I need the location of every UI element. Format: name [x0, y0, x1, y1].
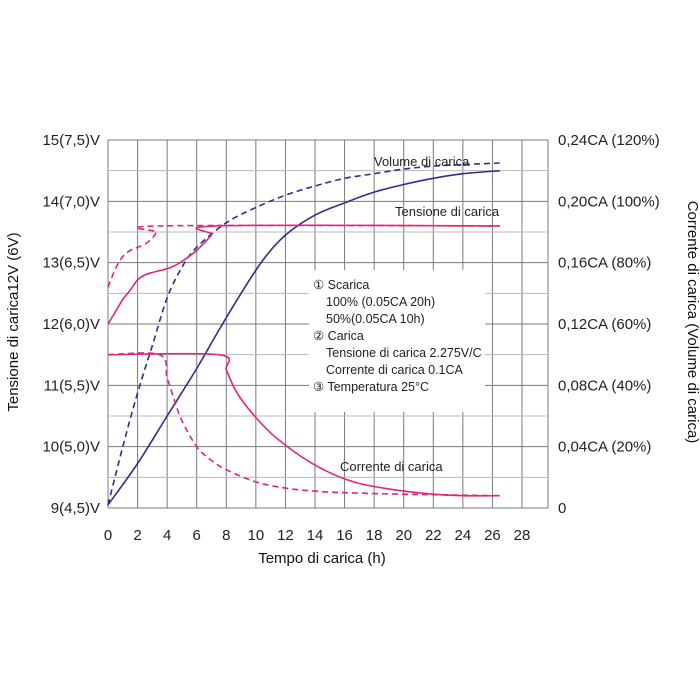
x-tick-label: 24	[455, 527, 472, 544]
y-left-tick-label: 9(4,5)V	[51, 500, 100, 517]
legend-note-line: 100% (0.05CA 20h)	[326, 295, 435, 309]
right-y-axis-title: Corrente di carica (Volume di carica)	[684, 201, 700, 444]
series-label-voltage: Tensione di carica	[395, 204, 500, 219]
x-tick-label: 0	[104, 527, 112, 544]
y-right-tick-label: 0,08CA (40%)	[558, 377, 651, 394]
y-right-tick-label: 0,20CA (100%)	[558, 193, 660, 210]
x-tick-labels: 0 2 4 6 8 10 12 14 16 18 20 22 24 26 28	[104, 527, 531, 544]
y-left-tick-label: 14(7,0)V	[42, 193, 100, 210]
series-line-corrente-di-carica	[107, 352, 500, 497]
legend-note-box	[309, 270, 485, 412]
legend-notes: ① Scarica 100% (0.05CA 20h) 50%(0.05CA 10h…	[313, 278, 482, 394]
y-left-tick-label: 10(5,0)V	[42, 439, 100, 456]
series-line-volume-di-carica-50	[107, 162, 500, 506]
x-tick-label: 22	[425, 527, 442, 544]
x-tick-label: 18	[366, 527, 383, 544]
series-label-volume: Volume di carica	[374, 154, 470, 169]
x-tick-label: 8	[222, 527, 230, 544]
x-tick-label: 28	[514, 527, 531, 544]
y-right-tick-label: 0,12CA (60%)	[558, 316, 651, 333]
series-lines	[107, 162, 500, 506]
x-tick-label: 20	[395, 527, 412, 544]
series-line-tensione-di-carica	[107, 224, 500, 325]
series-line-tensione-di-carica-50	[107, 224, 500, 288]
right-y-tick-labels: 0 0,04CA (20%) 0,08CA (40%) 0,12CA (60%) 0,1…	[558, 132, 660, 517]
y-left-tick-label: 13(6,5)V	[42, 255, 100, 272]
x-tick-label: 12	[277, 527, 294, 544]
x-tick-label: 26	[484, 527, 501, 544]
legend-note-line: ① Scarica	[313, 278, 369, 292]
left-y-tick-labels: 9(4,5)V 10(5,0)V 11(5,5)V 12(6,0)V 13(6,5)V 1…	[42, 132, 100, 517]
series-line-volume-di-carica	[107, 169, 500, 506]
legend-note-line: Tensione di carica 2.275V/C	[326, 346, 482, 360]
y-left-tick-label: 11(5,5)V	[44, 377, 100, 394]
x-tick-label: 10	[248, 527, 265, 544]
legend-note-line: ③ Temperatura 25°C	[313, 380, 429, 394]
series-line-corrente-di-carica-50	[107, 352, 500, 497]
y-right-tick-label: 0	[558, 500, 566, 517]
x-tick-label: 2	[133, 527, 141, 544]
y-right-tick-label: 0,04CA (20%)	[558, 439, 651, 456]
legend-note-line: 50%(0.05CA 10h)	[326, 312, 425, 326]
x-tick-label: 6	[193, 527, 201, 544]
x-tick-label: 4	[163, 527, 171, 544]
y-left-tick-label: 12(6,0)V	[42, 316, 100, 333]
y-left-tick-label: 15(7,5)V	[42, 132, 100, 149]
y-right-tick-label: 0,24CA (120%)	[558, 132, 660, 149]
x-tick-label: 16	[336, 527, 353, 544]
x-tick-label: 14	[307, 527, 324, 544]
left-y-axis-title: Tensione di carica12V (6V)	[5, 232, 22, 411]
x-axis-title: Tempo di carica (h)	[258, 550, 386, 567]
legend-note-line: ② Carica	[313, 329, 364, 343]
legend-note-line: Corrente di carica 0.1CA	[326, 363, 464, 377]
series-label-current: Corrente di carica	[340, 459, 443, 474]
y-right-tick-label: 0,16CA (80%)	[558, 255, 651, 272]
